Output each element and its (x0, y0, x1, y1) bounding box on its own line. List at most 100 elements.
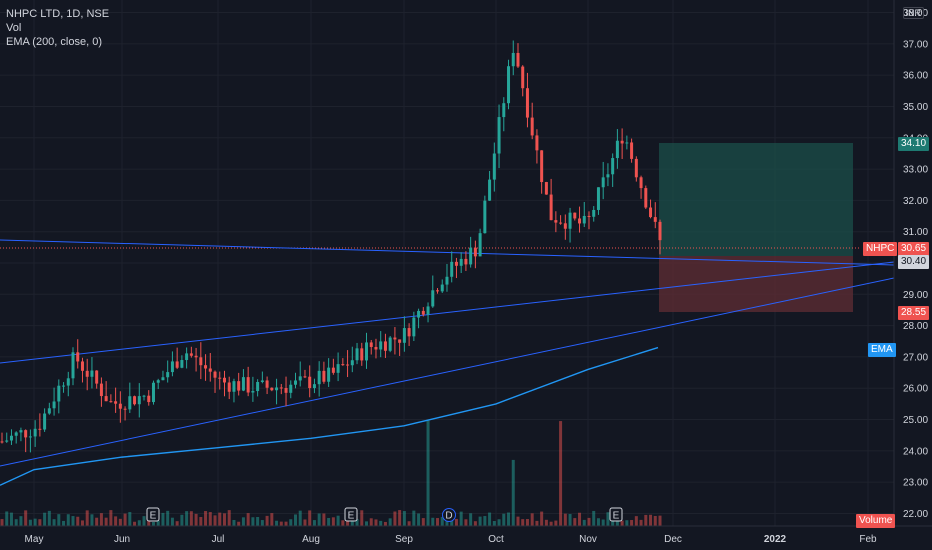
candle-body (57, 385, 61, 402)
volume-bar (293, 514, 297, 526)
candle-body (289, 384, 293, 393)
earnings-marker[interactable] (344, 507, 358, 522)
volume-bar (142, 516, 146, 526)
volume-bar (497, 519, 501, 526)
ema-line[interactable] (0, 346, 659, 486)
candle-body (151, 382, 155, 403)
marker-label: E (613, 511, 620, 522)
candle-body (170, 361, 174, 373)
candle-body (606, 174, 610, 178)
volume-bar (488, 512, 492, 526)
earnings-marker[interactable] (146, 507, 160, 522)
candle-body (573, 212, 577, 219)
price-tick: 25.00 (903, 415, 928, 426)
candle-body (194, 355, 198, 358)
volume-bar (644, 514, 648, 526)
candle-body (270, 387, 274, 391)
time-tick: Jul (212, 534, 225, 545)
dividend-marker[interactable] (442, 508, 456, 522)
candle-body (402, 328, 406, 343)
candle-body (14, 432, 18, 436)
volume-bar (270, 513, 274, 526)
volume-bar (62, 520, 66, 526)
symbol-tag: NHPC (863, 242, 898, 256)
support-trendline[interactable] (0, 277, 895, 467)
candle-body (218, 377, 222, 379)
candle-body (90, 370, 94, 377)
volume-bar (213, 515, 217, 526)
candle-body (104, 396, 108, 402)
volume-bar (90, 514, 94, 526)
time-tick: Dec (664, 534, 682, 545)
upper-channel-line[interactable] (0, 261, 895, 364)
currency-label[interactable]: INR (902, 7, 924, 19)
price-tick: 24.00 (903, 446, 928, 457)
volume-bar (237, 521, 241, 526)
volume-bar (28, 519, 32, 526)
volume-bar (417, 513, 421, 526)
volume-bar (649, 514, 653, 526)
trendlines[interactable] (0, 239, 895, 486)
volume-bar (275, 520, 279, 526)
volume-bar (312, 520, 316, 526)
volume-legend[interactable]: Vol (6, 22, 22, 34)
candle-body (596, 187, 600, 210)
volume-bar (24, 510, 28, 526)
ema-legend[interactable]: EMA (200, close, 0) (6, 36, 102, 48)
candle-body (28, 436, 32, 438)
symbol-title[interactable]: NHPC LTD, 1D, NSE (6, 8, 110, 20)
candle-body (251, 391, 255, 393)
candle-body (601, 177, 605, 188)
target-zone[interactable] (659, 143, 853, 256)
candle-body (80, 361, 84, 371)
candle-body (587, 215, 591, 217)
candle-body (440, 284, 444, 292)
volume-bar (208, 512, 212, 526)
price-tick: 32.00 (903, 196, 928, 207)
candle-body (118, 403, 122, 409)
price-tick: 29.00 (903, 290, 928, 301)
earnings-marker[interactable] (609, 507, 623, 522)
volume-bar (568, 514, 572, 526)
candle-body (161, 377, 165, 381)
candle-body (473, 247, 477, 257)
candle-body (237, 381, 241, 391)
candle-body (156, 380, 160, 383)
volume-tag: Volume (856, 514, 896, 528)
volume-bar (554, 520, 558, 526)
volume-bar (549, 521, 553, 526)
candle-body (336, 364, 340, 373)
volume-bar (634, 516, 638, 526)
time-axis[interactable]: May Jun Jul Aug Sep Oct Nov Dec 2022 Feb (25, 534, 878, 545)
volume-bar (407, 521, 411, 526)
price-tick: 22.00 (903, 509, 928, 520)
price-tick: 37.00 (903, 39, 928, 50)
volume-bar (341, 520, 345, 526)
target-price-tag: 34.10 (898, 137, 930, 151)
candle-body (303, 376, 307, 378)
volume-bar (331, 517, 335, 526)
candle-body (426, 306, 430, 315)
candle-body (279, 387, 283, 389)
candle-body (554, 220, 558, 223)
level-tag: 30.40 (898, 255, 930, 269)
stop-zone[interactable] (659, 256, 853, 312)
candle-body (649, 207, 653, 218)
ema-tag: EMA (868, 343, 896, 357)
candle-body (109, 401, 113, 403)
resistance-trendline[interactable] (0, 239, 895, 266)
volume-bar (251, 517, 255, 526)
volume-bar (147, 518, 151, 526)
candle-body (47, 408, 51, 414)
volume-bar (516, 516, 520, 526)
volume-bar (114, 516, 118, 526)
candle-body (445, 276, 449, 285)
volume-bar (99, 513, 103, 526)
candle-body (175, 361, 179, 368)
volume-bar (492, 520, 496, 526)
candle-body (43, 413, 47, 430)
volume-bar (658, 515, 662, 526)
volume-bar (464, 519, 468, 526)
